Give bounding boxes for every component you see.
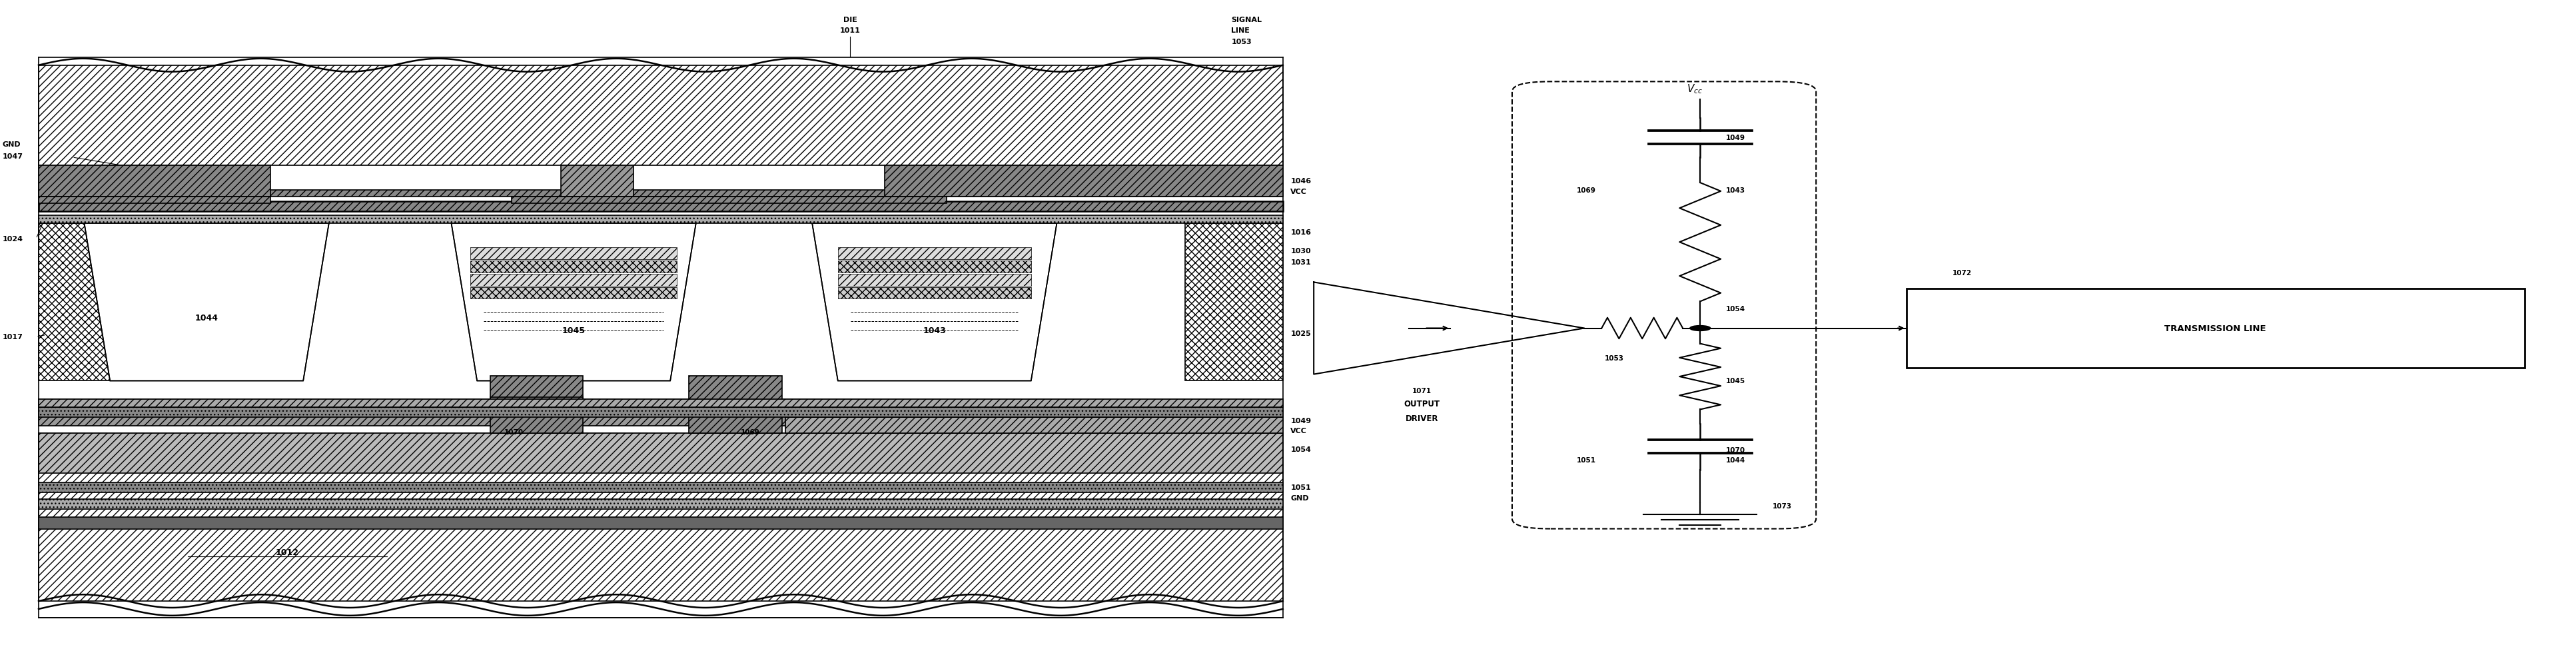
Polygon shape bbox=[85, 223, 330, 381]
Text: 1011: 1011 bbox=[840, 28, 860, 34]
Text: $V_{cc}$: $V_{cc}$ bbox=[1687, 83, 1703, 95]
Bar bbox=[837, 274, 1030, 286]
Text: 1049: 1049 bbox=[1726, 135, 1744, 141]
Text: 1051: 1051 bbox=[1577, 457, 1595, 463]
Bar bbox=[1185, 223, 1283, 381]
Text: 1070: 1070 bbox=[1726, 447, 1747, 453]
Text: TRANSMISSION LINE: TRANSMISSION LINE bbox=[2164, 324, 2267, 333]
Bar bbox=[489, 376, 582, 415]
Text: 1043: 1043 bbox=[1726, 187, 1747, 194]
Bar bbox=[837, 287, 1030, 299]
Bar bbox=[39, 483, 1283, 493]
Bar bbox=[39, 407, 1283, 417]
Text: GND: GND bbox=[1291, 495, 1309, 501]
Bar bbox=[471, 274, 677, 286]
Bar bbox=[837, 248, 1030, 260]
Text: 1031: 1031 bbox=[1291, 259, 1311, 265]
Text: 1053: 1053 bbox=[1231, 39, 1252, 45]
Text: 1030: 1030 bbox=[1291, 248, 1311, 254]
Text: 1043: 1043 bbox=[922, 327, 945, 335]
Bar bbox=[1906, 289, 2524, 368]
Polygon shape bbox=[451, 223, 696, 381]
Text: LINE: LINE bbox=[1231, 28, 1249, 34]
Text: 1024: 1024 bbox=[3, 236, 23, 242]
Text: 1044: 1044 bbox=[1726, 457, 1747, 463]
Text: 1016: 1016 bbox=[1291, 229, 1311, 236]
Text: 1012: 1012 bbox=[276, 547, 299, 556]
Text: GND: GND bbox=[3, 141, 21, 148]
Bar bbox=[39, 223, 137, 381]
Text: 1069: 1069 bbox=[1577, 187, 1595, 194]
Bar bbox=[39, 399, 1283, 407]
Bar bbox=[471, 248, 677, 260]
Bar bbox=[489, 397, 582, 434]
Text: 1046: 1046 bbox=[1291, 178, 1311, 185]
Bar bbox=[39, 411, 1283, 426]
Bar bbox=[513, 197, 948, 204]
Text: 1049: 1049 bbox=[1291, 417, 1311, 424]
Text: VCC: VCC bbox=[1291, 428, 1306, 434]
Bar bbox=[39, 215, 1283, 223]
Bar bbox=[39, 202, 1283, 212]
Bar bbox=[884, 166, 1283, 197]
Bar bbox=[688, 376, 781, 415]
Bar bbox=[39, 399, 1283, 407]
Bar bbox=[837, 261, 1030, 273]
Text: 1054: 1054 bbox=[1726, 306, 1747, 312]
Text: 1025: 1025 bbox=[1291, 330, 1311, 337]
Text: 1047: 1047 bbox=[3, 153, 23, 160]
Text: 1054: 1054 bbox=[1291, 446, 1311, 453]
Text: 1051: 1051 bbox=[1291, 484, 1311, 491]
Text: -1018: -1018 bbox=[523, 215, 546, 221]
Bar bbox=[471, 287, 677, 299]
Text: 1053: 1053 bbox=[1605, 355, 1623, 361]
Text: 1069: 1069 bbox=[739, 429, 760, 436]
Text: 1045: 1045 bbox=[1726, 378, 1747, 384]
Text: 1044: 1044 bbox=[196, 313, 219, 323]
Text: 1072: 1072 bbox=[1953, 269, 1973, 276]
Text: DIE: DIE bbox=[842, 16, 858, 23]
Bar bbox=[562, 166, 634, 197]
Bar bbox=[786, 417, 1283, 434]
Text: 1073: 1073 bbox=[1772, 503, 1793, 509]
Text: SIGNAL: SIGNAL bbox=[1231, 16, 1262, 23]
Text: 1070: 1070 bbox=[505, 429, 523, 436]
Text: OUTPUT: OUTPUT bbox=[1404, 399, 1440, 408]
Bar bbox=[39, 434, 1283, 601]
Bar bbox=[39, 166, 270, 197]
Bar bbox=[688, 414, 781, 434]
Bar bbox=[39, 499, 1283, 509]
Bar bbox=[39, 517, 1283, 529]
Text: DRIVER: DRIVER bbox=[1406, 414, 1437, 422]
Circle shape bbox=[1690, 326, 1710, 331]
Bar bbox=[39, 66, 1283, 166]
Text: VCC: VCC bbox=[1291, 189, 1306, 195]
Polygon shape bbox=[811, 223, 1056, 381]
Bar bbox=[471, 261, 677, 273]
Bar bbox=[39, 434, 1283, 473]
Text: 1045: 1045 bbox=[562, 327, 585, 335]
Text: 1071: 1071 bbox=[1412, 388, 1432, 394]
Text: 1017: 1017 bbox=[3, 334, 23, 340]
Bar bbox=[39, 197, 270, 204]
Bar bbox=[39, 191, 1283, 197]
